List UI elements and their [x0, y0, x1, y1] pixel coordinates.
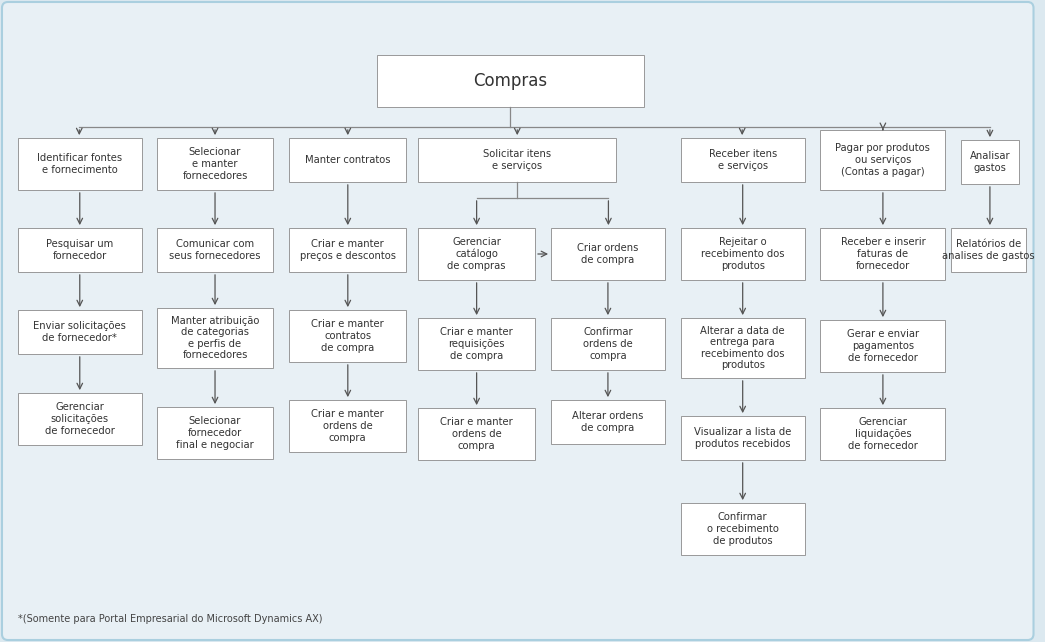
Text: Criar e manter
contratos
de compra: Criar e manter contratos de compra: [311, 320, 385, 352]
Text: Manter atribuição
de categorias
e perfis de
fornecedores: Manter atribuição de categorias e perfis…: [170, 316, 259, 360]
Text: Compras: Compras: [473, 72, 548, 90]
FancyBboxPatch shape: [289, 310, 407, 362]
Text: Pesquisar um
fornecedor: Pesquisar um fornecedor: [46, 239, 114, 261]
Text: Selecionar
fornecedor
final e negociar: Selecionar fornecedor final e negociar: [177, 417, 254, 449]
Text: Receber itens
e serviços: Receber itens e serviços: [709, 149, 776, 171]
FancyBboxPatch shape: [376, 55, 644, 107]
Text: Gerenciar
catálogo
de compras: Gerenciar catálogo de compras: [447, 237, 506, 271]
Text: *(Somente para Portal Empresarial do Microsoft Dynamics AX): *(Somente para Portal Empresarial do Mic…: [18, 614, 322, 624]
FancyBboxPatch shape: [680, 503, 805, 555]
FancyBboxPatch shape: [289, 138, 407, 182]
Text: Gerenciar
solicitações
de fornecedor: Gerenciar solicitações de fornecedor: [45, 403, 115, 436]
FancyBboxPatch shape: [820, 130, 946, 190]
Text: Criar ordens
de compra: Criar ordens de compra: [577, 243, 638, 265]
FancyBboxPatch shape: [289, 400, 407, 452]
Text: Identificar fontes
e fornecimento: Identificar fontes e fornecimento: [38, 153, 122, 175]
Text: Confirmar
o recebimento
de produtos: Confirmar o recebimento de produtos: [706, 512, 779, 546]
Text: Receber e inserir
faturas de
fornecedor: Receber e inserir faturas de fornecedor: [840, 238, 925, 270]
FancyBboxPatch shape: [18, 138, 142, 190]
Text: Comunicar com
seus fornecedores: Comunicar com seus fornecedores: [169, 239, 261, 261]
Text: Relatórios de
analises de gastos: Relatórios de analises de gastos: [943, 239, 1035, 261]
FancyBboxPatch shape: [18, 310, 142, 354]
FancyBboxPatch shape: [418, 138, 617, 182]
Text: Criar e manter
preços e descontos: Criar e manter preços e descontos: [300, 239, 396, 261]
FancyBboxPatch shape: [157, 407, 274, 459]
FancyBboxPatch shape: [951, 228, 1025, 272]
Text: Criar e manter
ordens de
compra: Criar e manter ordens de compra: [440, 417, 513, 451]
Text: Visualizar a lista de
produtos recebidos: Visualizar a lista de produtos recebidos: [694, 427, 791, 449]
Text: Analisar
gastos: Analisar gastos: [970, 152, 1011, 173]
Text: Alterar a data de
entrega para
recebimento dos
produtos: Alterar a data de entrega para recebimen…: [700, 325, 785, 370]
FancyBboxPatch shape: [418, 408, 535, 460]
Text: Pagar por produtos
ou serviços
(Contas a pagar): Pagar por produtos ou serviços (Contas a…: [835, 143, 930, 177]
Text: Gerar e enviar
pagamentos
de fornecedor: Gerar e enviar pagamentos de fornecedor: [846, 329, 919, 363]
FancyBboxPatch shape: [680, 228, 805, 280]
Text: Manter contratos: Manter contratos: [305, 155, 391, 165]
FancyBboxPatch shape: [157, 308, 274, 368]
FancyBboxPatch shape: [680, 318, 805, 378]
Text: Criar e manter
requisições
de compra: Criar e manter requisições de compra: [440, 327, 513, 361]
Text: Alterar ordens
de compra: Alterar ordens de compra: [573, 411, 644, 433]
FancyBboxPatch shape: [820, 228, 946, 280]
FancyBboxPatch shape: [680, 416, 805, 460]
Text: Gerenciar
liquidações
de fornecedor: Gerenciar liquidações de fornecedor: [847, 417, 918, 451]
FancyBboxPatch shape: [418, 228, 535, 280]
FancyBboxPatch shape: [157, 228, 274, 272]
Text: Rejeitar o
recebimento dos
produtos: Rejeitar o recebimento dos produtos: [701, 238, 785, 270]
FancyBboxPatch shape: [820, 408, 946, 460]
FancyBboxPatch shape: [551, 318, 665, 370]
Text: Criar e manter
ordens de
compra: Criar e manter ordens de compra: [311, 410, 385, 442]
Text: Solicitar itens
e serviços: Solicitar itens e serviços: [483, 149, 552, 171]
FancyBboxPatch shape: [289, 228, 407, 272]
FancyBboxPatch shape: [961, 140, 1019, 184]
FancyBboxPatch shape: [551, 400, 665, 444]
FancyBboxPatch shape: [551, 228, 665, 280]
FancyBboxPatch shape: [418, 318, 535, 370]
Text: Enviar solicitações
de fornecedor*: Enviar solicitações de fornecedor*: [33, 321, 126, 343]
Text: Confirmar
ordens de
compra: Confirmar ordens de compra: [583, 327, 633, 361]
FancyBboxPatch shape: [18, 393, 142, 445]
Text: Selecionar
e manter
fornecedores: Selecionar e manter fornecedores: [182, 148, 248, 180]
FancyBboxPatch shape: [18, 228, 142, 272]
FancyBboxPatch shape: [157, 138, 274, 190]
FancyBboxPatch shape: [680, 138, 805, 182]
FancyBboxPatch shape: [820, 320, 946, 372]
